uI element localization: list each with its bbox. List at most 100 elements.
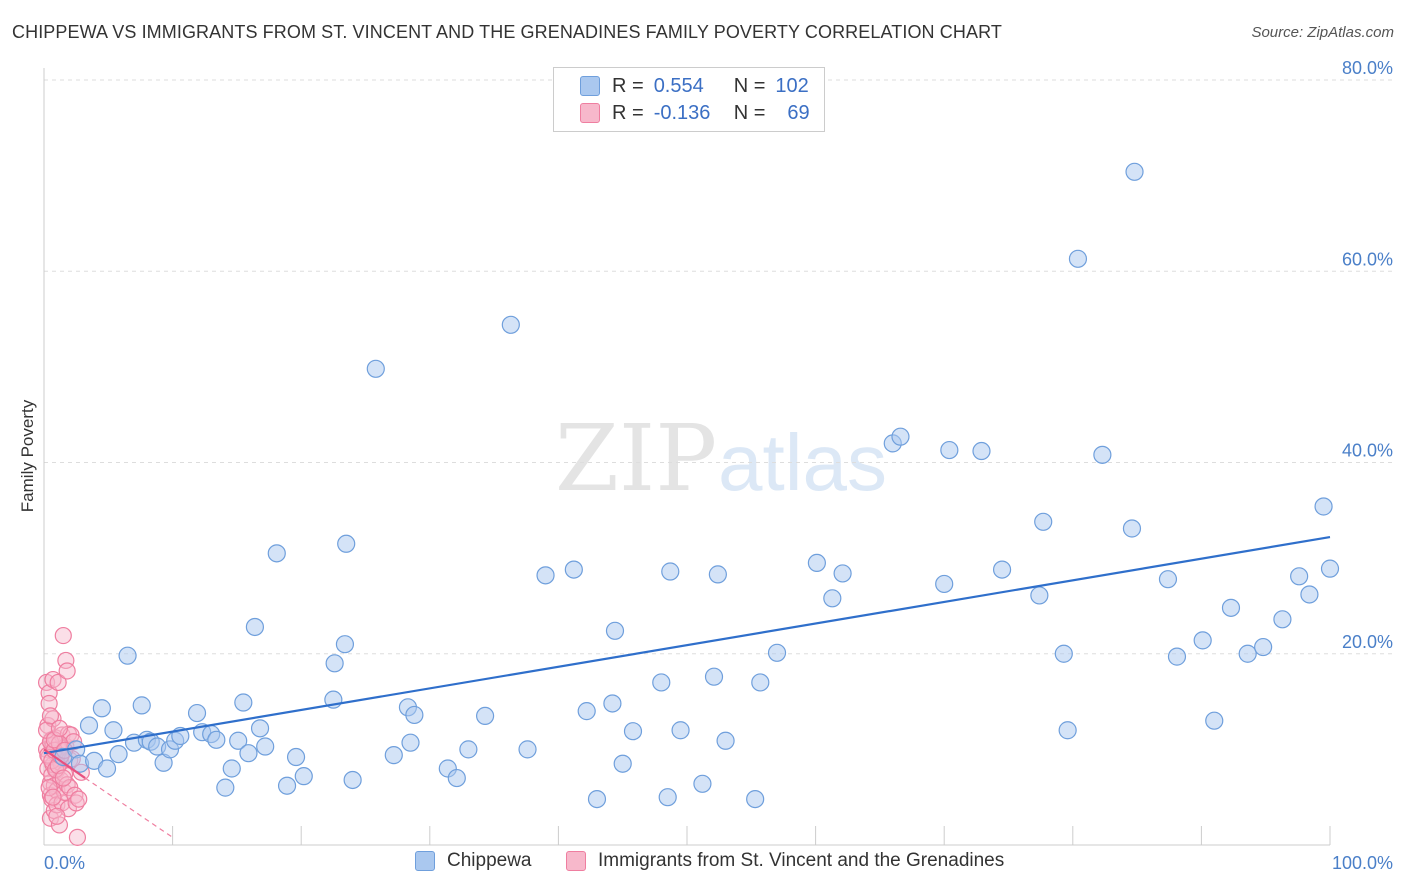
watermark: ZIP atlas	[555, 405, 887, 512]
data-point-chippewa	[343, 770, 362, 790]
data-point-chippewa	[1314, 497, 1333, 516]
data-point-chippewa	[250, 719, 270, 738]
data-point-chippewa	[1030, 586, 1049, 605]
data-point-chippewa	[222, 759, 241, 778]
data-point-chippewa	[623, 722, 643, 741]
data-point-chippewa	[767, 643, 787, 662]
data-point-chippewa	[564, 560, 583, 579]
data-point-chippewa	[587, 789, 607, 809]
data-point-chippewa	[132, 696, 151, 715]
data-point-chippewa	[118, 646, 137, 665]
data-point-svg	[44, 788, 62, 806]
data-point-chippewa	[603, 694, 622, 713]
data-point-svg	[54, 769, 72, 787]
data-point-chippewa	[501, 315, 520, 334]
trend-line-svg	[43, 748, 86, 779]
legend-n-label: N =	[733, 101, 766, 124]
chart-title: CHIPPEWA VS IMMIGRANTS FROM ST. VINCENT …	[12, 22, 1002, 42]
data-point-chippewa	[366, 359, 385, 378]
legend-r-value: -0.136	[653, 101, 711, 124]
data-point-chippewa	[234, 693, 253, 712]
watermark-atlas: atlas	[718, 418, 887, 507]
data-point-chippewa	[716, 731, 735, 750]
data-point-chippewa	[267, 544, 286, 563]
data-point-chippewa	[1158, 570, 1178, 589]
trend-line-chippewa	[43, 536, 1331, 755]
data-point-chippewa	[891, 427, 910, 446]
data-point-chippewa	[97, 759, 117, 778]
data-point-chippewa	[1193, 631, 1212, 650]
legend-r-label: R =	[612, 74, 644, 97]
series-legend-label: Immigrants from St. Vincent and the Gren…	[598, 850, 1005, 871]
data-point-chippewa	[256, 737, 275, 756]
data-point-chippewa	[245, 617, 265, 637]
data-point-chippewa	[935, 574, 954, 594]
legend-row-svg: R = -0.136 N = 69	[580, 100, 810, 126]
data-point-chippewa	[1054, 644, 1073, 663]
data-point-chippewa	[229, 731, 248, 750]
series-chippewa-points	[54, 162, 1340, 809]
x-tick-label: 0.0%	[44, 853, 85, 873]
legend-row-chippewa: R = 0.554 N = 102	[580, 73, 809, 99]
y-axis-label: Family Poverty	[18, 399, 37, 512]
data-point-chippewa	[1205, 711, 1224, 730]
legend-n-value: 69	[787, 101, 810, 124]
data-point-svg	[68, 828, 87, 846]
data-point-svg	[70, 790, 88, 808]
data-point-chippewa	[459, 740, 478, 759]
data-point-chippewa	[992, 560, 1012, 579]
data-point-chippewa	[807, 553, 826, 573]
data-point-chippewa	[79, 716, 99, 735]
data-point-chippewa	[1320, 559, 1340, 578]
data-point-chippewa	[277, 776, 297, 795]
legend-n-label: N =	[733, 74, 766, 97]
series-legend-label: Chippewa	[447, 850, 532, 871]
data-point-chippewa	[447, 768, 466, 788]
data-point-svg	[49, 673, 67, 692]
y-tick-label: 60.0%	[1342, 249, 1393, 269]
y-tick-label: 40.0%	[1342, 441, 1393, 461]
legend-n-value: 102	[775, 74, 809, 97]
data-point-chippewa	[940, 440, 959, 460]
data-point-chippewa	[405, 705, 424, 725]
tick-labels: 20.0% 40.0% 60.0% 80.0% 0.0% 100.0%	[44, 58, 1393, 873]
correlation-legend: R = 0.554 N = 102 R = -0.136 N = 69	[553, 67, 825, 132]
series-legend-swatch-svg	[566, 851, 586, 871]
data-point-chippewa	[475, 706, 495, 726]
data-point-chippewa	[1221, 598, 1241, 617]
data-point-chippewa	[661, 562, 680, 581]
data-point-chippewa	[1122, 519, 1142, 538]
data-point-svg	[54, 626, 72, 645]
data-point-svg	[48, 807, 66, 825]
data-point-svg	[50, 719, 69, 737]
data-point-chippewa	[1238, 644, 1257, 663]
data-point-chippewa	[746, 789, 765, 809]
data-point-chippewa	[518, 740, 537, 759]
series-legend-svg: Immigrants from St. Vincent and the Gren…	[566, 850, 1004, 872]
legend-r-label: R =	[612, 101, 644, 124]
data-point-chippewa	[216, 778, 235, 797]
data-point-chippewa	[693, 774, 712, 793]
data-point-chippewa	[1093, 445, 1112, 464]
data-point-chippewa	[704, 667, 724, 686]
y-tick-label: 80.0%	[1342, 58, 1393, 78]
data-point-chippewa	[613, 754, 632, 773]
data-point-chippewa	[239, 744, 258, 763]
y-tick-label: 20.0%	[1342, 632, 1393, 652]
series-legend: Chippewa Immigrants from St. Vincent and…	[0, 850, 1406, 880]
data-point-chippewa	[658, 788, 677, 807]
data-point-chippewa	[823, 589, 842, 608]
data-point-chippewa	[335, 635, 355, 654]
data-point-chippewa	[337, 534, 356, 553]
data-point-chippewa	[605, 621, 625, 640]
data-point-chippewa	[577, 702, 596, 721]
data-point-chippewa	[972, 441, 991, 461]
data-point-chippewa	[751, 673, 770, 692]
data-point-chippewa	[1273, 610, 1292, 629]
data-point-svg	[41, 707, 60, 725]
x-tick-label: 100.0%	[1332, 853, 1393, 873]
data-point-chippewa	[652, 673, 671, 692]
data-point-chippewa	[109, 745, 128, 764]
data-point-chippewa	[1290, 567, 1309, 586]
data-point-chippewa	[833, 564, 852, 583]
